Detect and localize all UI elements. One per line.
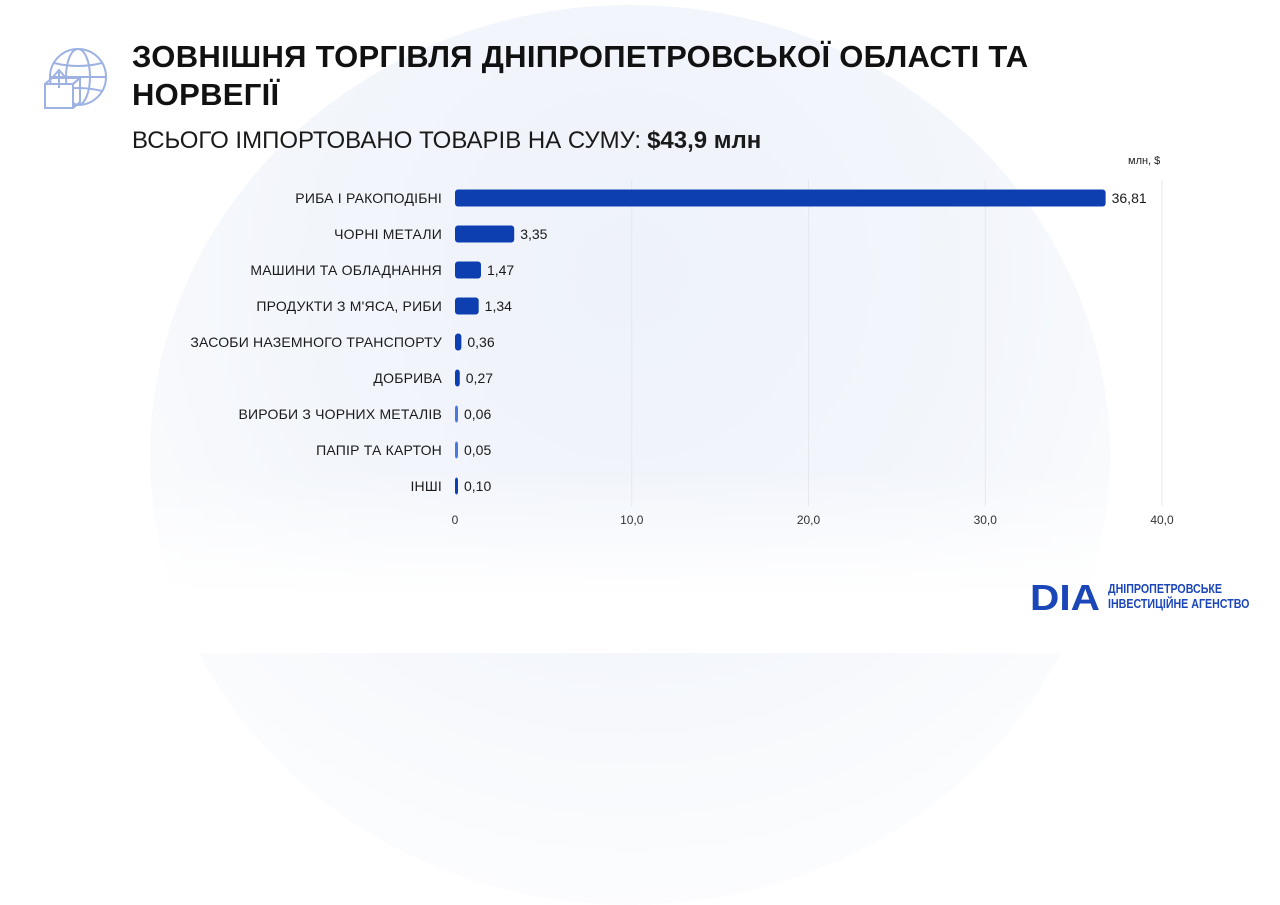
value-label: 0,06 bbox=[464, 406, 491, 422]
logo-mark-text: DIA bbox=[1030, 580, 1100, 612]
value-label: 0,05 bbox=[464, 442, 491, 458]
bar bbox=[455, 333, 462, 351]
bar bbox=[455, 189, 1106, 207]
bar bbox=[455, 261, 481, 279]
x-tick-label: 10,0 bbox=[620, 513, 644, 527]
x-tick-label: 0 bbox=[452, 513, 459, 527]
bar bbox=[455, 405, 458, 423]
category-label: ДОБРИВА bbox=[373, 370, 442, 386]
value-label: 1,47 bbox=[487, 262, 514, 278]
page-title: ЗОВНІШНЯ ТОРГІВЛЯ ДНІПРОПЕТРОВСЬКОЇ ОБЛА… bbox=[132, 39, 1029, 112]
category-label: ВИРОБИ З ЧОРНИХ МЕТАЛІВ bbox=[238, 406, 442, 422]
subtitle-total: $43,9 млн bbox=[647, 127, 762, 154]
bar bbox=[455, 297, 479, 315]
value-label: 0,27 bbox=[466, 370, 493, 386]
bar bbox=[455, 477, 458, 495]
category-label: ЗАСОБИ НАЗЕМНОГО ТРАНСПОРТУ bbox=[190, 334, 442, 350]
dia-logo-mark: DIA bbox=[1030, 580, 1100, 612]
subtitle-text: ВСЬОГО ІМПОРТОВАНО ТОВАРІВ НА СУМУ: bbox=[132, 127, 642, 154]
category-label: ІНШІ bbox=[410, 478, 442, 494]
value-label: 3,35 bbox=[520, 226, 547, 242]
bar-chart: 0 10,0 20,0 30,0 40,0 РИБА І РАКОПОДІБНІ 36,81… bbox=[190, 180, 1174, 527]
import-total-subtitle: ВСЬОГО ІМПОРТОВАНО ТОВАРІВ НА СУМУ: $43,9… bbox=[132, 126, 761, 156]
bar bbox=[455, 225, 515, 243]
category-label: РИБА І РАКОПОДІБНІ bbox=[295, 190, 442, 206]
background-fade bbox=[0, 470, 1280, 653]
x-tick-label: 40,0 bbox=[1150, 513, 1174, 527]
x-tick-label: 20,0 bbox=[797, 513, 821, 527]
category-label: ПАПІР ТА КАРТОН bbox=[316, 442, 442, 458]
logo-line-2: ІНВЕСТИЦІЙНЕ АГЕНСТВО bbox=[1108, 596, 1250, 611]
unit-label: млн, $ bbox=[1128, 155, 1161, 167]
category-label: ЧОРНІ МЕТАЛИ bbox=[334, 226, 442, 242]
bar bbox=[455, 441, 458, 459]
value-label: 1,34 bbox=[485, 298, 512, 314]
category-label: ПРОДУКТИ З М'ЯСА, РИБИ bbox=[256, 298, 442, 314]
category-label: МАШИНИ ТА ОБЛАДНАННЯ bbox=[250, 262, 442, 278]
x-tick-label: 30,0 bbox=[974, 513, 998, 527]
logo-line-1: ДНІПРОПЕТРОВСЬКЕ bbox=[1108, 581, 1222, 596]
value-label: 0,36 bbox=[467, 334, 494, 350]
value-label: 0,10 bbox=[464, 478, 491, 494]
globe-box-icon bbox=[44, 48, 107, 109]
value-label: 36,81 bbox=[1112, 190, 1147, 206]
bar bbox=[455, 369, 460, 387]
logo-text: ДНІПРОПЕТРОВСЬКЕ ІНВЕСТИЦІЙНЕ АГЕНСТВО bbox=[1108, 581, 1256, 611]
